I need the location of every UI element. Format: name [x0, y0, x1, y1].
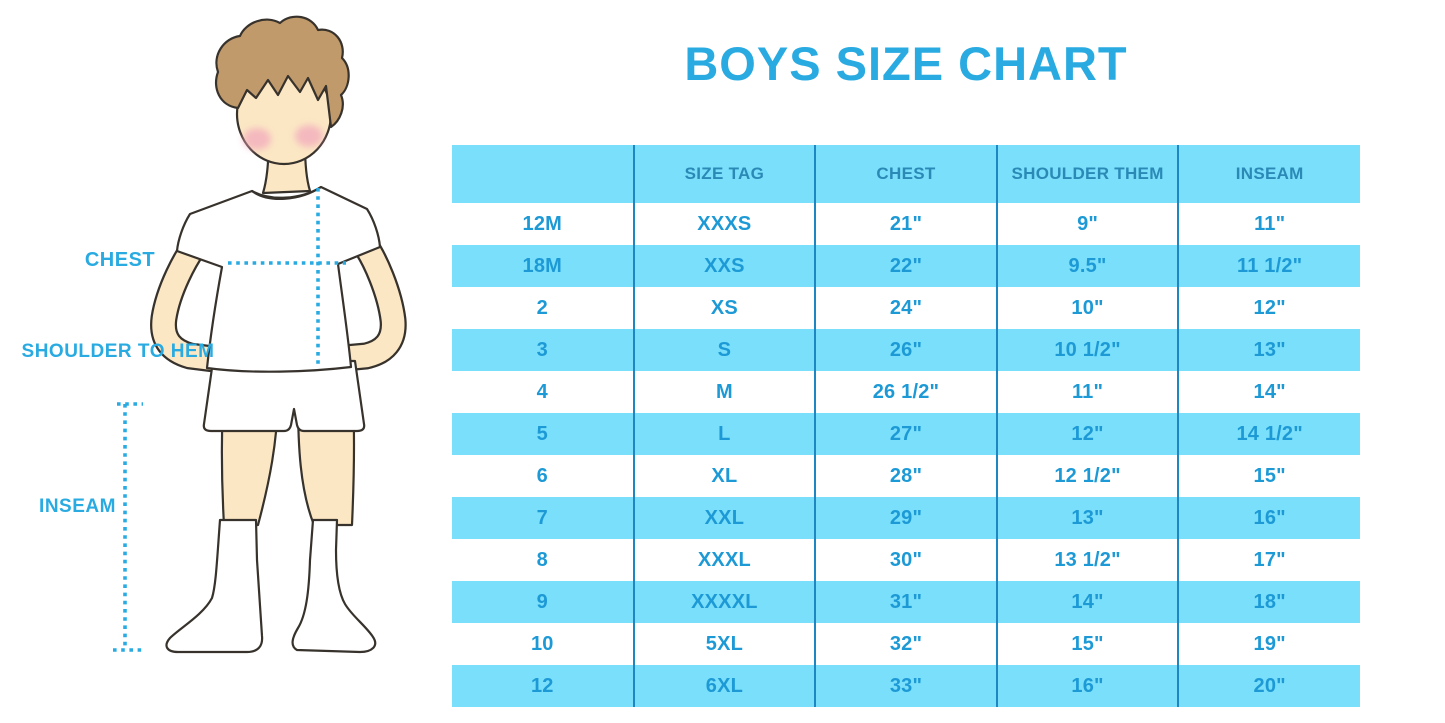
table-cell: 13 1/2": [995, 539, 1179, 581]
header-row: SIZE TAG CHEST SHOULDER THEM INSEAM: [452, 145, 1360, 203]
table-cell: XXS: [632, 245, 816, 287]
page-title: BOYS SIZE CHART: [684, 37, 1128, 90]
boy-shorts: [202, 359, 366, 433]
size-chart-header: SIZE TAG CHEST SHOULDER THEM INSEAM: [452, 145, 1360, 203]
table-cell: 12M: [522, 212, 563, 235]
table-cell: XL: [632, 455, 816, 497]
table-cell: 14": [995, 581, 1179, 623]
boy-arms: [150, 222, 407, 373]
table-cell: 13": [1177, 329, 1360, 371]
table-cell: 10": [995, 287, 1179, 329]
table-cell: 18": [1177, 581, 1360, 623]
table-cell: 27": [814, 413, 997, 455]
table-cell: 12: [452, 665, 634, 707]
table-cell: 2: [536, 296, 548, 319]
table-cell: 10: [530, 632, 554, 655]
table-cell: M: [632, 371, 816, 413]
inseam-label: INSEAM: [39, 496, 116, 517]
table-cell: 19": [1177, 623, 1360, 665]
table-cell: 11 1/2": [1177, 245, 1360, 287]
table-cell: 7: [452, 497, 634, 539]
table-row: 10 5XL 32" 15" 19": [452, 623, 1360, 665]
table-cell: 9": [995, 203, 1179, 245]
table-cell: 13": [995, 497, 1179, 539]
table-cell: 5XL: [632, 623, 816, 665]
column-header: [452, 145, 634, 203]
table-cell: 15": [995, 623, 1179, 665]
table-cell: 26": [814, 329, 997, 371]
table-cell: 28": [814, 455, 997, 497]
chest-label: CHEST: [84, 249, 156, 271]
shoulder-to-hem-label: SHOULDER TO HEM: [21, 341, 215, 362]
table-row: 8 XXXL 30" 13 1/2" 17": [452, 539, 1360, 581]
boy-shirt: [175, 185, 382, 373]
blush-right: [295, 125, 323, 147]
table-row: 18M XXS 22" 9.5" 11 1/2": [452, 245, 1360, 287]
table-cell: XXL: [632, 497, 816, 539]
table-row: 12M XXXS 21" 9" 11": [452, 203, 1360, 245]
shirt-collar-line: [251, 186, 322, 200]
table-cell: 15": [1177, 455, 1360, 497]
boy-head: [214, 15, 350, 166]
table-cell: 5: [452, 413, 634, 455]
table-cell: 11": [1177, 203, 1360, 245]
table-row: 2 XS 24" 10" 12": [452, 287, 1360, 329]
table-cell: 16": [995, 665, 1179, 707]
table-cell: 24": [814, 287, 997, 329]
table-cell: S: [632, 329, 816, 371]
boy-hair: [214, 15, 350, 129]
table-cell: 33": [814, 665, 997, 707]
table-cell: 10 1/2": [995, 329, 1179, 371]
table-cell: XXXS: [632, 203, 816, 245]
table-cell: 16": [1177, 497, 1360, 539]
table-cell: 12": [995, 413, 1179, 455]
table-cell: L: [632, 413, 816, 455]
table-cell: 21": [814, 203, 997, 245]
table-cell: 4: [536, 380, 548, 403]
blush-left: [243, 128, 271, 150]
column-header: CHEST: [814, 145, 997, 203]
table-cell: XS: [632, 287, 816, 329]
table-row: 3 S 26" 10 1/2" 13": [452, 329, 1360, 371]
size-chart-body: 12M XXXS 21" 9" 11" 18M XXS 22" 9.5" 11 1/2" 2 XS 24…: [452, 203, 1360, 707]
table-cell: 8: [536, 548, 548, 571]
measurement-lines: [113, 188, 346, 652]
column-header: INSEAM: [1177, 145, 1360, 203]
table-cell: XXXXL: [632, 581, 816, 623]
table-row: 5 L 27" 12" 14 1/2": [452, 413, 1360, 455]
table-cell: 20": [1177, 665, 1360, 707]
boy-socks: [165, 518, 377, 654]
column-header: SHOULDER THEM: [995, 145, 1179, 203]
table-row: 4 M 26 1/2" 11" 14": [452, 371, 1360, 413]
table-cell: XXXL: [632, 539, 816, 581]
table-cell: 22": [814, 245, 997, 287]
table-row: 12 6XL 33" 16" 20": [452, 665, 1360, 707]
table-cell: 14": [1177, 371, 1360, 413]
table-cell: 31": [814, 581, 997, 623]
table-cell: 12 1/2": [995, 455, 1179, 497]
table-cell: 18M: [452, 245, 634, 287]
table-cell: 30": [814, 539, 997, 581]
table-row: 6 XL 28" 12 1/2" 15": [452, 455, 1360, 497]
table-row: 7 XXL 29" 13" 16": [452, 497, 1360, 539]
table-cell: 9: [452, 581, 634, 623]
column-header: SIZE TAG: [632, 145, 816, 203]
boy-illustration: [113, 15, 407, 654]
table-cell: 3: [452, 329, 634, 371]
table-cell: 11": [995, 371, 1179, 413]
table-cell: 14 1/2": [1177, 413, 1360, 455]
table-cell: 29": [814, 497, 997, 539]
table-cell: 26 1/2": [814, 371, 997, 413]
table-cell: 9.5": [995, 245, 1179, 287]
table-cell: 12": [1177, 287, 1360, 329]
table-cell: 17": [1177, 539, 1360, 581]
table-row: 9 XXXXL 31" 14" 18": [452, 581, 1360, 623]
table-cell: 6: [536, 464, 548, 487]
table-cell: 32": [814, 623, 997, 665]
size-chart-table: SIZE TAG CHEST SHOULDER THEM INSEAM 12M XXXS…: [452, 145, 1360, 707]
table-cell: 6XL: [632, 665, 816, 707]
